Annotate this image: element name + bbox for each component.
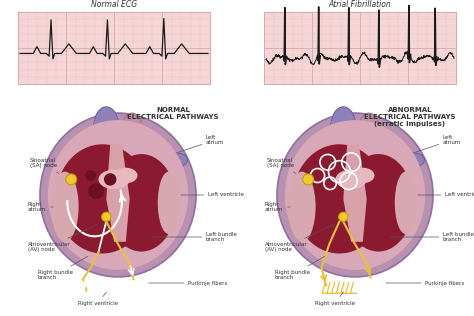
Ellipse shape	[94, 107, 119, 146]
Ellipse shape	[48, 120, 188, 270]
Text: Left bundle
branch: Left bundle branch	[390, 232, 474, 242]
Ellipse shape	[40, 113, 196, 277]
Ellipse shape	[402, 153, 424, 167]
Bar	[359, 123, 379, 150]
Ellipse shape	[165, 153, 187, 167]
Circle shape	[101, 212, 111, 222]
Ellipse shape	[292, 144, 386, 253]
Text: Left bundle
branch: Left bundle branch	[153, 232, 237, 242]
Text: Atrioventricular
(AV) node: Atrioventricular (AV) node	[265, 224, 335, 252]
Text: Atrial Fibrillation: Atrial Fibrillation	[328, 0, 392, 9]
Circle shape	[85, 170, 96, 181]
Bar	[94, 121, 119, 152]
Ellipse shape	[114, 168, 137, 183]
Text: Right bundle
branch: Right bundle branch	[275, 256, 325, 280]
Text: Left
atrium: Left atrium	[179, 135, 224, 152]
Bar	[264, 12, 456, 84]
Text: Sinoatrial
(SA) node: Sinoatrial (SA) node	[267, 158, 296, 173]
Text: ABNORMAL
ELECTRICAL PATHWAYS
(erratic impulses): ABNORMAL ELECTRICAL PATHWAYS (erratic im…	[364, 107, 456, 127]
Ellipse shape	[277, 113, 433, 277]
Ellipse shape	[285, 120, 425, 270]
Ellipse shape	[359, 113, 379, 144]
Bar	[331, 121, 356, 152]
Text: Left
atrium: Left atrium	[416, 135, 461, 152]
Circle shape	[303, 174, 314, 185]
Bar	[122, 123, 142, 150]
Text: Left ventricle: Left ventricle	[181, 192, 244, 198]
Polygon shape	[91, 242, 137, 277]
Bar	[18, 12, 210, 84]
Ellipse shape	[55, 144, 149, 253]
Text: NORMAL
ELECTRICAL PATHWAYS: NORMAL ELECTRICAL PATHWAYS	[127, 107, 219, 120]
Ellipse shape	[106, 154, 176, 252]
Circle shape	[66, 174, 77, 185]
Polygon shape	[343, 144, 367, 242]
Ellipse shape	[395, 172, 417, 234]
Polygon shape	[328, 242, 374, 277]
Polygon shape	[106, 144, 130, 242]
Text: Right ventricle: Right ventricle	[78, 292, 118, 306]
Circle shape	[338, 212, 348, 222]
Circle shape	[88, 183, 104, 199]
Text: Purkinje fibers: Purkinje fibers	[386, 281, 464, 285]
Ellipse shape	[336, 170, 367, 189]
Ellipse shape	[331, 107, 356, 146]
Ellipse shape	[343, 154, 413, 252]
Text: Atrioventricular
(AV) node: Atrioventricular (AV) node	[28, 224, 98, 252]
Text: Right ventricle: Right ventricle	[315, 292, 355, 306]
Text: Right
atrium: Right atrium	[28, 202, 53, 212]
Ellipse shape	[288, 172, 316, 242]
Ellipse shape	[122, 113, 142, 144]
Text: Normal ECG: Normal ECG	[91, 0, 137, 9]
Ellipse shape	[351, 168, 374, 183]
Text: Right bundle
branch: Right bundle branch	[38, 256, 88, 280]
Text: Sinoatrial
(SA) node: Sinoatrial (SA) node	[30, 158, 59, 173]
Text: Purkinje fibers: Purkinje fibers	[149, 281, 227, 285]
Circle shape	[104, 173, 117, 185]
Text: Left ventricle: Left ventricle	[418, 192, 474, 198]
Ellipse shape	[99, 170, 130, 189]
Text: Right
atrium: Right atrium	[265, 202, 290, 212]
Ellipse shape	[51, 172, 79, 242]
Ellipse shape	[158, 172, 180, 234]
